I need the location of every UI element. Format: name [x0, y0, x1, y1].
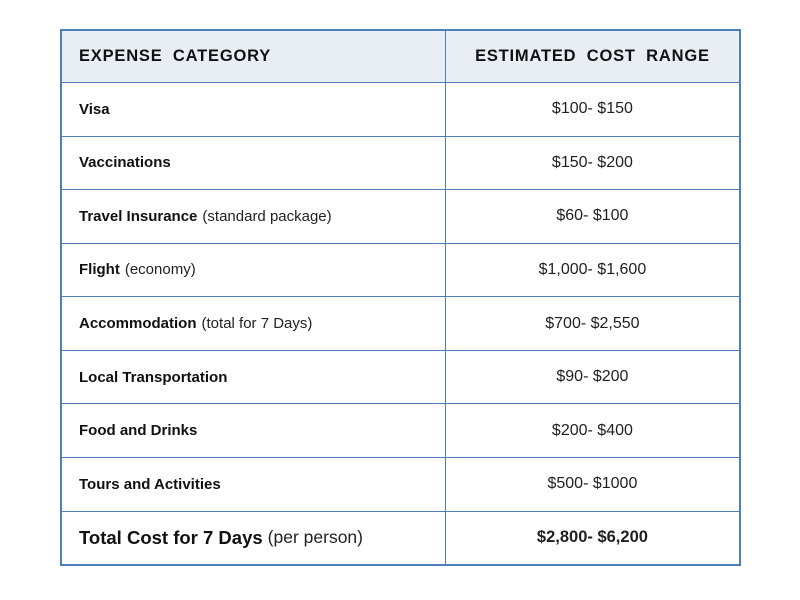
category-name: Visa [79, 100, 110, 118]
category-cell: Total Cost for 7 Days (per person) [62, 511, 446, 565]
cost-value: $500- $1000 [547, 475, 638, 493]
category-cell: Food and Drinks [62, 404, 446, 457]
cost-value: $2,800- $6,200 [536, 528, 648, 547]
table-row: Local Transportation $90- $200 [62, 349, 739, 404]
cost-value: $1,000- $1,600 [538, 260, 647, 278]
table-row: Vaccinations $150- $200 [62, 135, 739, 190]
category-name: Vaccinations [79, 154, 171, 172]
category-name: Food and Drinks [79, 422, 198, 440]
category-name: Local Transportation [79, 368, 228, 386]
category-note: (per person) [267, 527, 363, 548]
cost-cell: $1,000- $1,600 [446, 244, 739, 297]
header-estimated-cost-range: ESTIMATED COST RANGE [475, 47, 710, 65]
cost-value: $150- $200 [551, 153, 633, 171]
table-header-row: EXPENSE CATEGORY ESTIMATED COST RANGE [62, 31, 739, 82]
table-row: Flight (economy) $1,000- $1,600 [62, 242, 739, 297]
table-row-total: Total Cost for 7 Days (per person) $2,80… [62, 510, 739, 565]
category-cell: Tours and Activities [62, 457, 446, 511]
cost-value: $90- $200 [556, 368, 629, 386]
category-name: Flight [79, 261, 120, 279]
table-row: Travel Insurance (standard package) $60-… [62, 189, 739, 243]
table-row: Visa $100- $150 [62, 82, 739, 136]
category-note: (total for 7 Days) [201, 315, 313, 333]
category-note: (economy) [124, 261, 196, 279]
table-row: Accommodation (total for 7 Days) $700- $… [62, 296, 739, 350]
category-cell: Travel Insurance (standard package) [62, 190, 446, 243]
category-cell: Accommodation (total for 7 Days) [62, 297, 446, 350]
category-name: Tours and Activities [79, 475, 221, 493]
cost-cell: $150- $200 [446, 137, 739, 190]
cost-cell: $100- $150 [446, 83, 739, 136]
category-note: (standard package) [202, 207, 332, 225]
header-expense-category: EXPENSE CATEGORY [62, 31, 446, 82]
category-name: Travel Insurance [79, 207, 198, 225]
category-name: Accommodation [79, 315, 197, 333]
cost-value: $200- $400 [551, 421, 633, 439]
table-row: Tours and Activities $500- $1000 [62, 456, 739, 511]
cost-value: $100- $150 [551, 100, 633, 118]
cost-cell: $200- $400 [446, 404, 739, 457]
category-cell: Vaccinations [62, 136, 446, 190]
table-row: Food and Drinks $200- $400 [62, 403, 739, 457]
cost-cell: $700- $2,550 [446, 297, 739, 350]
category-name: Total Cost for 7 Days [79, 526, 263, 548]
cost-cell: $2,800- $6,200 [446, 512, 739, 565]
cost-value: $700- $2,550 [545, 314, 640, 332]
category-cell: Visa [62, 83, 446, 136]
category-cell: Flight (economy) [62, 243, 446, 297]
cost-value: $60- $100 [556, 207, 629, 225]
cost-cell: $60- $100 [446, 190, 739, 243]
cost-cell: $500- $1000 [446, 458, 739, 511]
cost-cell: $90- $200 [446, 351, 739, 404]
category-cell: Local Transportation [62, 350, 446, 404]
expense-cost-table: EXPENSE CATEGORY ESTIMATED COST RANGE Vi… [60, 29, 741, 566]
